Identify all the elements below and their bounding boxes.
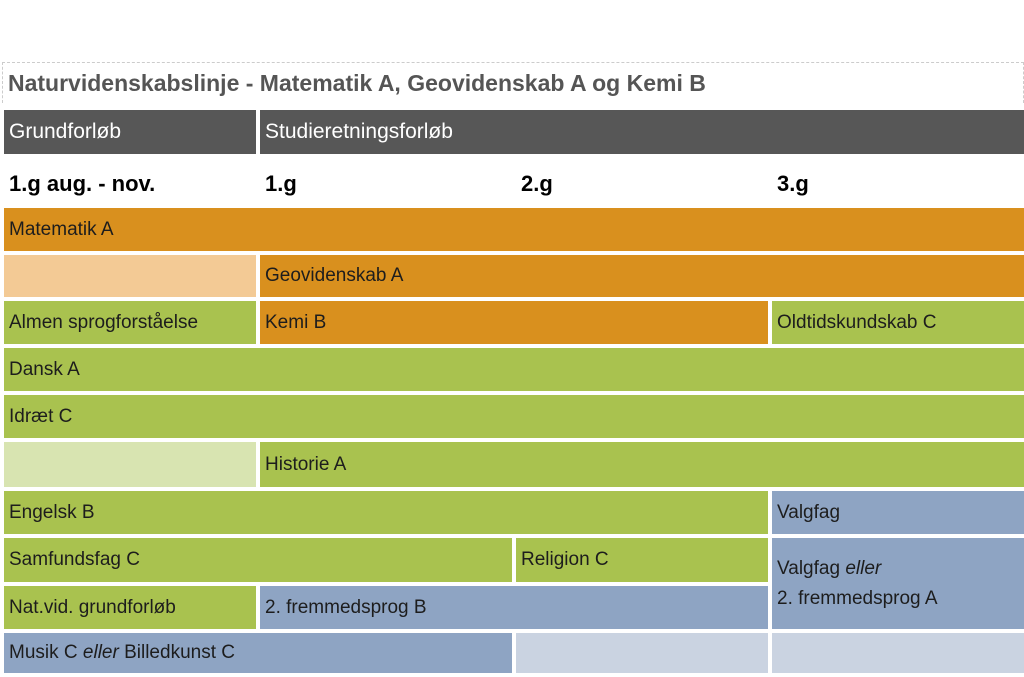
subject-idraet: Idræt C <box>4 395 1024 438</box>
subject-fremmedsprog-b: 2. fremmedsprog B <box>260 586 768 629</box>
subject-oldtid: Oldtidskundskab C <box>772 301 1024 344</box>
subject-almen-sprog: Almen sprogforståelse <box>4 301 256 344</box>
year-label: 3.g <box>772 158 1024 204</box>
header-grundforlob: Grundforløb <box>4 110 256 154</box>
schedule-grid: Grundforløb Studieretningsforløb 1.g aug… <box>4 110 1024 673</box>
valgfag-line: Valgfag eller <box>777 554 881 584</box>
page-title: Naturvidenskabslinje - Matematik A, Geov… <box>8 70 706 96</box>
subject-dansk: Dansk A <box>4 348 1024 391</box>
subject-musik-billedkunst: Musik C eller Billedkunst C <box>4 633 512 673</box>
empty-cell <box>4 442 256 487</box>
valgfag-text: Valgfag <box>777 557 841 579</box>
subject-valgfag-eller-fremmedsprog: Valgfag eller 2. fremmedsprog A <box>772 538 1024 629</box>
eller-text: eller <box>82 642 119 663</box>
musik-text: Musik C <box>9 642 78 663</box>
year-label: 1.g aug. - nov. <box>4 158 256 204</box>
billedkunst-text: Billedkunst C <box>124 642 235 663</box>
header-studieretning: Studieretningsforløb <box>260 110 1024 154</box>
subject-natvid: Nat.vid. grundforløb <box>4 586 256 629</box>
subject-valgfag: Valgfag <box>772 491 1024 534</box>
empty-cell <box>516 633 768 673</box>
empty-cell <box>772 633 1024 673</box>
subject-historie: Historie A <box>260 442 1024 487</box>
subject-matematik: Matematik A <box>4 208 1024 251</box>
fremmedsprog-a-text: 2. fremmedsprog A <box>777 587 938 609</box>
subject-samfundsfag: Samfundsfag C <box>4 538 512 582</box>
subject-religion: Religion C <box>516 538 768 582</box>
empty-cell <box>4 255 256 297</box>
subject-geovidenskab: Geovidenskab A <box>260 255 1024 297</box>
eller-text: eller <box>845 557 882 579</box>
subject-engelsk: Engelsk B <box>4 491 768 534</box>
subject-kemi: Kemi B <box>260 301 768 344</box>
year-label: 2.g <box>516 158 768 204</box>
year-label: 1.g <box>260 158 512 204</box>
